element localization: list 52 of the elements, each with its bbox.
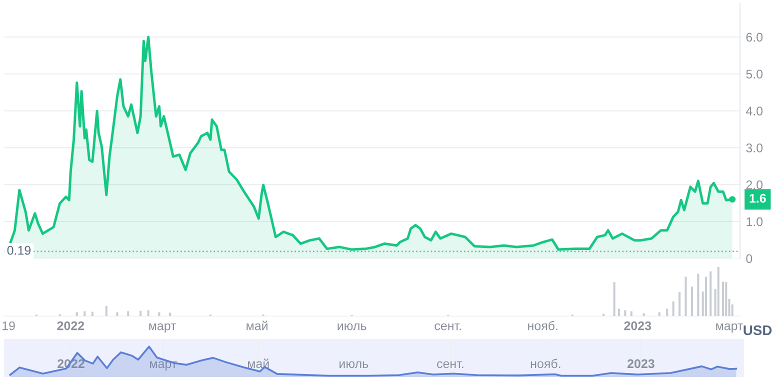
x-tick-label: март xyxy=(149,323,176,333)
x-tick-label: нояб. xyxy=(528,320,558,330)
y-tick-label: 0 xyxy=(746,254,752,264)
y-tick-label: 3.0 xyxy=(746,144,763,152)
bar xyxy=(678,292,681,316)
bar xyxy=(658,312,660,316)
bar xyxy=(717,266,720,316)
bar xyxy=(704,276,707,316)
bar xyxy=(158,312,160,316)
bar xyxy=(84,311,86,316)
x-axis-title: USD xyxy=(744,325,772,336)
bar xyxy=(140,310,142,316)
y-tick-label: 1.0 xyxy=(746,217,763,226)
bar xyxy=(116,312,118,316)
y-tick-label: 6.0 xyxy=(746,32,763,42)
x-tick-label: 2023 xyxy=(624,321,652,330)
bar xyxy=(666,308,668,316)
bar xyxy=(618,308,620,316)
bar xyxy=(672,301,674,316)
bar xyxy=(169,312,172,316)
bar xyxy=(690,286,693,316)
bar xyxy=(91,312,94,316)
x-tick-label: май xyxy=(246,320,268,330)
bar xyxy=(105,306,108,316)
x-tick-label: июль xyxy=(338,323,366,330)
bar xyxy=(76,312,78,316)
bar xyxy=(725,282,728,316)
x-tick-label: июль xyxy=(340,361,368,368)
bar xyxy=(642,313,645,316)
bar xyxy=(602,314,604,316)
annotation: 1.6 xyxy=(750,194,766,203)
bar xyxy=(630,311,632,316)
x-tick-label: 2023 xyxy=(627,359,654,368)
x-tick-label: 19 xyxy=(2,321,15,330)
x-tick-label: сент. xyxy=(434,323,461,330)
bar xyxy=(613,282,616,316)
y-tick-label: 2.0 xyxy=(746,180,763,190)
bar xyxy=(684,276,687,316)
x-tick-label: сент. xyxy=(437,361,464,368)
x-tick-label: май xyxy=(248,358,269,368)
x-tick-label: 2022 xyxy=(57,321,84,330)
bar xyxy=(710,271,712,316)
y-tick-label: 5.0 xyxy=(746,70,763,79)
bar xyxy=(722,282,724,316)
x-tick-label: нояб. xyxy=(530,358,560,368)
bar xyxy=(127,311,130,316)
ref-line-label: 0.19 xyxy=(7,246,31,255)
bar xyxy=(697,274,700,316)
bar xyxy=(147,310,150,316)
bar xyxy=(624,310,626,316)
x-tick-label: март xyxy=(716,323,744,333)
y-tick-label: 4.0 xyxy=(746,106,763,116)
